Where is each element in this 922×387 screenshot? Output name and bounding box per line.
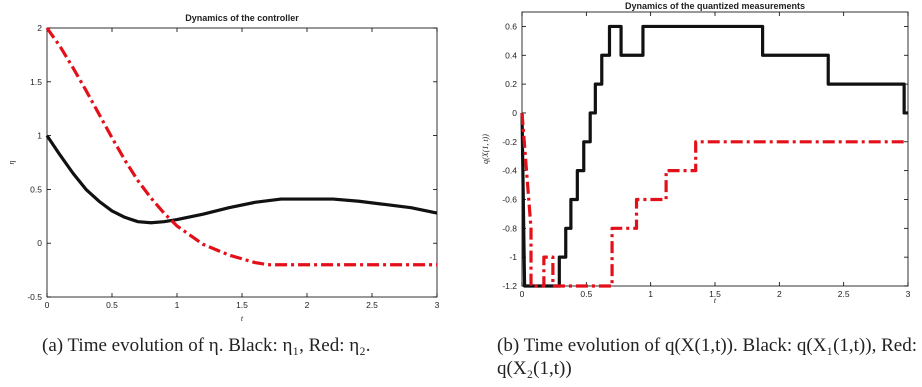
y-tick-label: 0.5 bbox=[30, 184, 42, 194]
x-axis-label: t bbox=[241, 314, 244, 323]
plot-frame bbox=[46, 27, 438, 298]
y-tick-label: -0.6 bbox=[502, 194, 517, 204]
x-tick-label: 0.5 bbox=[106, 300, 118, 310]
series-line-2 bbox=[45, 27, 437, 267]
series-line-1 bbox=[45, 134, 438, 225]
plot-frame bbox=[521, 11, 909, 287]
y-tick-label: 0.4 bbox=[505, 50, 517, 60]
x-tick-label: 1.5 bbox=[709, 289, 721, 299]
y-tick-label: 1 bbox=[37, 131, 42, 141]
y-tick-label: -0.5 bbox=[27, 292, 42, 302]
chart-controller-dynamics: Dynamics of the controller 0 0.5 1 1.5 2 2.5 3 -… bbox=[7, 13, 440, 323]
y-tick-label: 0.2 bbox=[505, 79, 517, 89]
y-tick-label: 0 bbox=[37, 238, 42, 248]
x-tick-label: 2 bbox=[305, 300, 310, 310]
y-tick-label: -0.4 bbox=[502, 166, 517, 176]
x-tick-label: 0.5 bbox=[580, 289, 592, 299]
y-tick-label: 0.6 bbox=[505, 21, 517, 31]
x-axis-label: t bbox=[714, 296, 717, 305]
caption-b: (b) Time evolution of q(X(1,t)). Black: … bbox=[497, 335, 917, 379]
chart-quantized-measurements: Dynamics of the quantized measurements 0 0… bbox=[481, 1, 911, 305]
y-tick-label: 2 bbox=[37, 23, 42, 33]
y-tick-label: 0 bbox=[512, 108, 517, 118]
x-tick-label: 3 bbox=[906, 289, 911, 299]
x-tick-label: 2 bbox=[777, 289, 782, 299]
x-tick-label: 2.5 bbox=[838, 289, 850, 299]
x-tick-label: 0 bbox=[45, 300, 50, 310]
x-tick-label: 1.5 bbox=[236, 300, 248, 310]
y-tick-label: -0.2 bbox=[502, 137, 517, 147]
chart-title: Dynamics of the controller bbox=[185, 13, 299, 23]
caption-a: (a) Time evolution of η. Black: η₁, Red:… bbox=[42, 335, 371, 356]
x-tick-label: 1 bbox=[648, 289, 653, 299]
x-tick-label: 0 bbox=[520, 289, 525, 299]
y-tick-label: -1 bbox=[509, 252, 517, 262]
series-line-2 bbox=[520, 112, 908, 288]
x-tick-label: 2.5 bbox=[366, 300, 378, 310]
series-line-1 bbox=[520, 24, 908, 288]
y-tick-label: -1.2 bbox=[502, 281, 517, 291]
x-tick-label: 3 bbox=[435, 300, 440, 310]
y-tick-label: 1.5 bbox=[30, 77, 42, 87]
y-tick-label: -0.8 bbox=[502, 223, 517, 233]
y-axis-label: η bbox=[7, 160, 16, 164]
chart-title: Dynamics of the quantized measurements bbox=[625, 1, 805, 11]
y-axis-label: q(X(1, t)) bbox=[481, 134, 490, 164]
x-tick-label: 1 bbox=[175, 300, 180, 310]
